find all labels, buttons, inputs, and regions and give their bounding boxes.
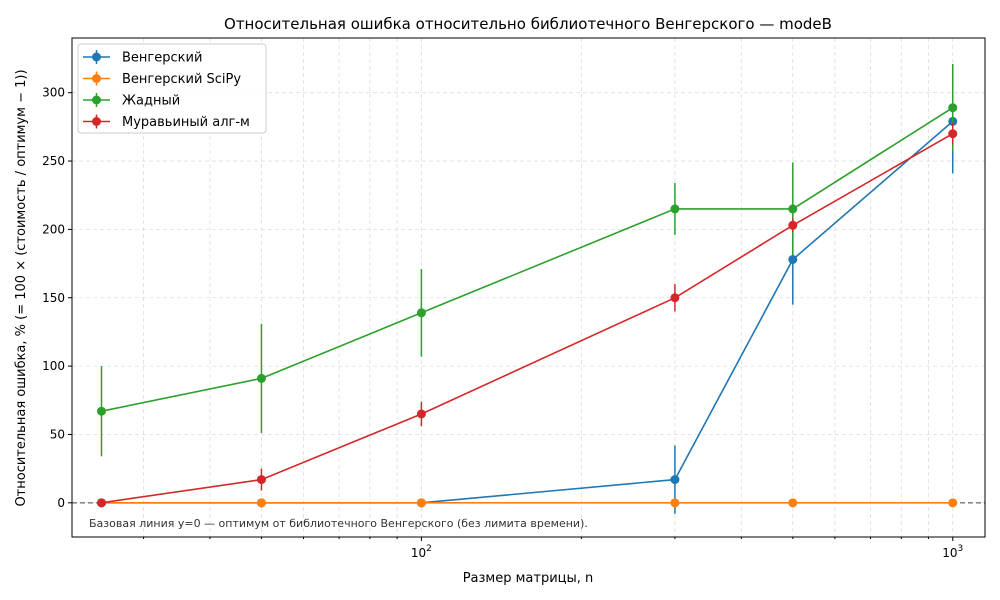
data-point bbox=[96, 406, 106, 416]
data-point bbox=[948, 129, 958, 139]
legend-marker bbox=[92, 74, 101, 83]
data-point bbox=[788, 254, 798, 264]
legend-entry: Венгерский bbox=[83, 50, 202, 66]
series-line bbox=[101, 133, 954, 504]
baseline-annotation: Базовая линия y=0 — оптимум от библиотеч… bbox=[89, 517, 588, 530]
legend-frame bbox=[77, 43, 267, 134]
x-tick-label: 102 bbox=[411, 544, 432, 560]
legend-label: Венгерский SciPy bbox=[122, 72, 241, 87]
legend-entry: Муравьиный алг-м bbox=[83, 114, 250, 130]
data-point bbox=[948, 103, 958, 113]
legend-marker bbox=[92, 52, 101, 62]
legend-label: Муравьиный алг-м bbox=[122, 115, 250, 130]
y-axis-label: Относительная ошибка, % (= 100 × (стоимо… bbox=[14, 69, 29, 506]
series-2 bbox=[96, 498, 958, 508]
data-point bbox=[948, 498, 958, 508]
series-layer bbox=[96, 63, 958, 514]
data-point bbox=[256, 373, 266, 383]
data-point bbox=[670, 498, 680, 508]
data-point bbox=[670, 204, 680, 214]
data-point bbox=[670, 293, 680, 303]
data-point bbox=[416, 308, 426, 318]
legend-label: Жадный bbox=[122, 94, 180, 109]
series-4 bbox=[96, 122, 958, 508]
y-tick-label: 250 bbox=[42, 154, 65, 168]
data-point bbox=[256, 475, 266, 485]
legend-label: Венгерский bbox=[122, 51, 202, 66]
legend: Венгерский Венгерский SciPy Жадный Муравьин… bbox=[77, 43, 267, 134]
data-point bbox=[256, 498, 266, 508]
x-tick-label: 103 bbox=[942, 544, 963, 560]
plot-frame bbox=[71, 37, 986, 538]
data-point bbox=[96, 498, 106, 508]
y-tick-label: 100 bbox=[42, 359, 65, 373]
y-tick-label: 300 bbox=[42, 86, 65, 100]
data-point bbox=[670, 475, 680, 485]
y-tick-label: 150 bbox=[42, 291, 65, 305]
data-point bbox=[788, 220, 798, 230]
chart-title: Относительная ошибка относительно библио… bbox=[224, 15, 832, 33]
data-point bbox=[416, 409, 426, 419]
ticks: 0 50 100 150 200 250 300 102 103 bbox=[42, 86, 963, 560]
legend-entry: Венгерский SciPy bbox=[83, 71, 241, 87]
series-3 bbox=[96, 63, 958, 457]
y-tick-label: 200 bbox=[42, 222, 65, 236]
legend-entry: Жадный bbox=[83, 93, 180, 109]
x-axis-label: Размер матрицы, n bbox=[463, 571, 594, 586]
legend-marker bbox=[92, 95, 101, 105]
data-point bbox=[788, 204, 798, 214]
data-point bbox=[788, 498, 798, 508]
y-tick-label: 0 bbox=[57, 496, 65, 510]
y-tick-label: 50 bbox=[50, 427, 65, 441]
data-point bbox=[416, 498, 426, 508]
series-line bbox=[101, 107, 954, 412]
legend-marker bbox=[92, 117, 101, 126]
